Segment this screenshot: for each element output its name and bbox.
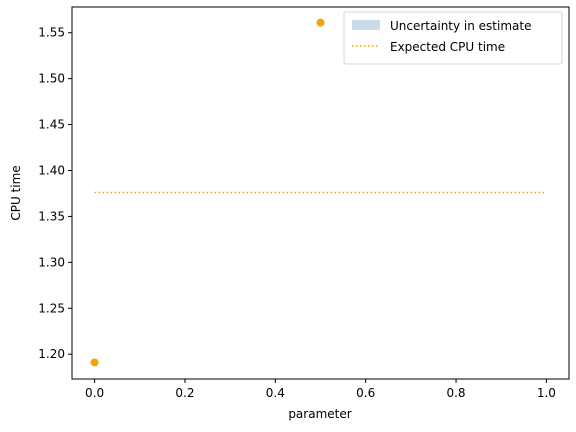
x-tick-label: 0.0 [85, 386, 104, 400]
legend-line-label: Expected CPU time [390, 40, 505, 54]
x-tick-label: 0.8 [446, 386, 465, 400]
x-tick-label: 0.4 [266, 386, 285, 400]
y-tick-label: 1.20 [38, 347, 65, 361]
legend-band-swatch [352, 20, 380, 30]
y-axis-label: CPU time [9, 165, 23, 220]
x-ticks: 0.0 0.2 0.4 0.6 0.8 1.0 [85, 379, 556, 400]
plot-frame [71, 6, 570, 380]
y-tick-label: 1.45 [38, 118, 65, 132]
x-tick-label: 0.2 [175, 386, 194, 400]
x-tick-label: 0.6 [356, 386, 375, 400]
y-tick-label: 1.30 [38, 255, 65, 269]
y-tick-label: 1.50 [38, 72, 65, 86]
data-point [316, 18, 325, 27]
data-point [90, 358, 99, 367]
y-tick-label: 1.25 [38, 301, 65, 315]
y-tick-label: 1.40 [38, 163, 65, 177]
y-ticks: 1.20 1.25 1.30 1.35 1.40 1.45 1.50 1.55 [38, 26, 72, 361]
points-layer [90, 18, 325, 367]
y-tick-label: 1.35 [38, 209, 65, 223]
legend-box [343, 11, 563, 65]
y-tick-label: 1.55 [38, 26, 65, 40]
legend-band-label: Uncertainty in estimate [390, 19, 531, 33]
x-axis-label: parameter [288, 407, 351, 421]
x-tick-label: 1.0 [537, 386, 556, 400]
legend: Uncertainty in estimate Expected CPU tim… [343, 11, 563, 65]
